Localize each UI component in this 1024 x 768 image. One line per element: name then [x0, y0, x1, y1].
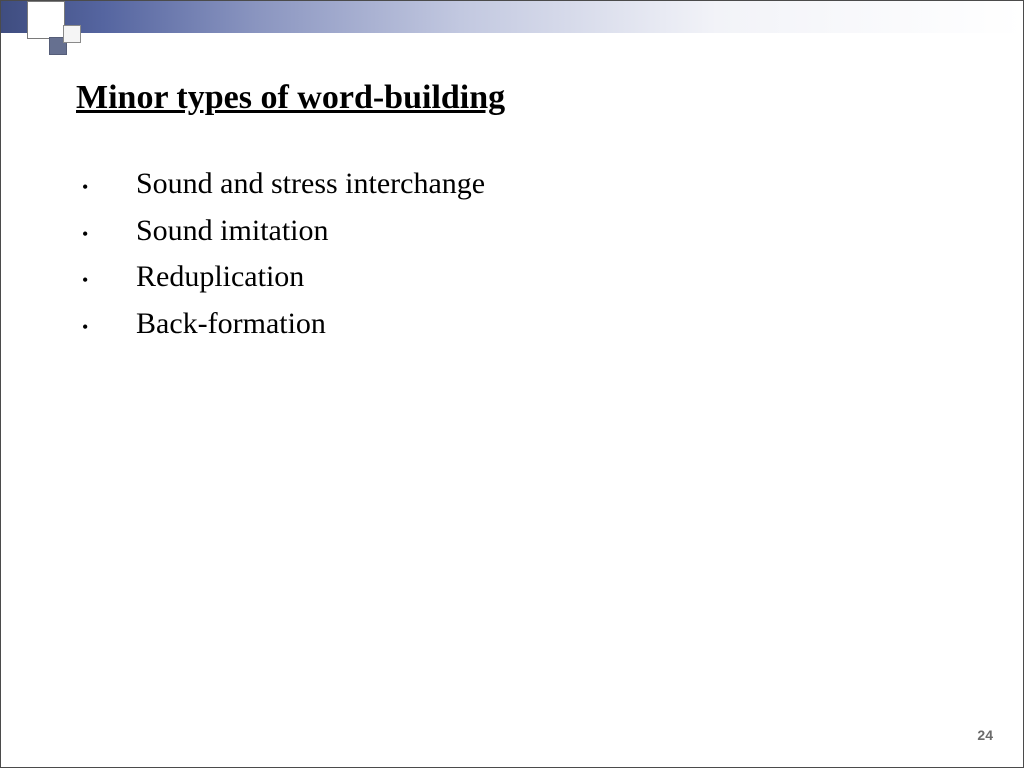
list-item: • Reduplication [76, 254, 876, 301]
header-decoration [1, 1, 1023, 51]
bullet-icon: • [76, 221, 136, 249]
list-item: • Back-formation [76, 301, 876, 348]
decor-square-large [27, 1, 65, 39]
bullet-icon: • [76, 174, 136, 202]
bullet-text: Sound imitation [136, 208, 329, 255]
header-gradient-bar [1, 1, 1023, 33]
bullet-icon: • [76, 314, 136, 342]
decor-square-small-light [63, 25, 81, 43]
list-item: • Sound and stress interchange [76, 161, 876, 208]
bullet-text: Back-formation [136, 301, 326, 348]
page-number: 24 [977, 727, 993, 743]
bullet-icon: • [76, 267, 136, 295]
slide: Minor types of word-building • Sound and… [0, 0, 1024, 768]
bullet-text: Sound and stress interchange [136, 161, 485, 208]
bullet-text: Reduplication [136, 254, 304, 301]
bullet-list: • Sound and stress interchange • Sound i… [76, 161, 876, 347]
slide-title: Minor types of word-building [76, 79, 505, 117]
list-item: • Sound imitation [76, 208, 876, 255]
